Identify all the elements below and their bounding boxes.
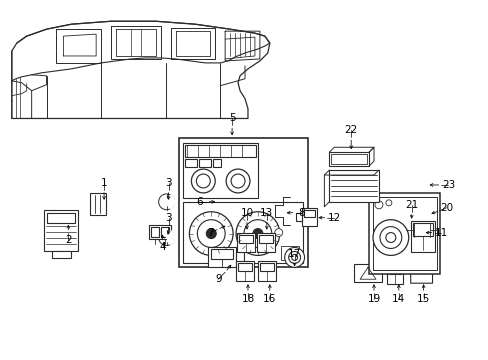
Bar <box>331 154 366 164</box>
Bar <box>46 213 75 223</box>
Bar <box>183 202 302 264</box>
Bar <box>90 193 106 215</box>
Wedge shape <box>166 195 174 209</box>
Bar <box>328 170 378 202</box>
Bar <box>353 264 381 282</box>
Circle shape <box>225 169 249 193</box>
Bar <box>237 233 254 252</box>
Text: 19: 19 <box>366 294 380 304</box>
Bar <box>185 159 197 167</box>
Bar <box>386 264 402 284</box>
Text: 15: 15 <box>416 294 429 304</box>
Circle shape <box>158 194 174 210</box>
Text: 5: 5 <box>228 113 235 123</box>
Bar <box>328 152 368 166</box>
Text: 23: 23 <box>441 180 454 190</box>
Text: 18: 18 <box>241 294 254 304</box>
Text: 4: 4 <box>159 243 165 252</box>
Bar <box>236 261 253 281</box>
Bar <box>213 159 221 167</box>
Bar <box>412 223 432 235</box>
Bar <box>259 264 273 271</box>
Text: 10: 10 <box>240 208 253 218</box>
Circle shape <box>291 255 297 260</box>
Bar <box>372 197 436 270</box>
Text: 12: 12 <box>327 213 340 223</box>
Circle shape <box>189 212 233 255</box>
Circle shape <box>284 247 304 267</box>
Circle shape <box>191 169 215 193</box>
Circle shape <box>372 220 408 255</box>
Circle shape <box>197 220 224 247</box>
Bar <box>183 143 257 198</box>
Bar <box>51 251 71 258</box>
Bar <box>236 252 244 262</box>
Bar <box>301 208 317 226</box>
Polygon shape <box>410 261 432 283</box>
Text: 14: 14 <box>391 294 405 304</box>
Text: 21: 21 <box>404 200 417 210</box>
Bar <box>238 264 251 271</box>
Circle shape <box>196 174 210 188</box>
Circle shape <box>236 212 279 255</box>
Bar <box>368 193 440 274</box>
Bar <box>412 265 424 273</box>
Bar <box>239 235 252 243</box>
Text: 16: 16 <box>263 294 276 304</box>
Text: 8: 8 <box>298 208 304 218</box>
Bar <box>161 227 168 237</box>
Circle shape <box>379 227 401 248</box>
Bar <box>178 138 307 267</box>
Text: 7: 7 <box>206 228 213 238</box>
Text: 11: 11 <box>434 228 447 238</box>
Text: 2: 2 <box>65 234 72 244</box>
Text: 6: 6 <box>196 197 202 207</box>
Circle shape <box>252 229 263 239</box>
Circle shape <box>244 220 271 247</box>
Bar <box>150 227 158 237</box>
Bar <box>211 249 233 260</box>
Wedge shape <box>166 231 174 244</box>
Bar <box>257 261 275 281</box>
Circle shape <box>206 229 216 239</box>
Circle shape <box>385 200 391 206</box>
Bar <box>410 221 434 252</box>
Bar <box>295 213 301 221</box>
Text: 17: 17 <box>287 249 301 260</box>
Bar <box>258 235 272 243</box>
Circle shape <box>274 229 282 237</box>
Bar <box>280 247 298 260</box>
Bar <box>43 210 78 251</box>
Circle shape <box>288 251 300 264</box>
Text: 9: 9 <box>214 274 221 284</box>
Bar <box>148 225 170 239</box>
Bar <box>303 210 315 217</box>
Circle shape <box>158 230 174 246</box>
Text: 3: 3 <box>165 178 172 188</box>
Text: 3: 3 <box>165 213 172 223</box>
Text: 22: 22 <box>344 125 357 135</box>
Bar <box>388 266 400 274</box>
Circle shape <box>374 201 382 209</box>
Bar <box>199 159 211 167</box>
Text: 13: 13 <box>260 208 273 218</box>
Bar <box>256 233 274 252</box>
Circle shape <box>385 233 395 243</box>
Text: 20: 20 <box>439 203 452 213</box>
Circle shape <box>231 174 244 188</box>
Bar <box>185 145 255 157</box>
Text: 1: 1 <box>101 178 107 188</box>
Bar <box>208 247 236 267</box>
